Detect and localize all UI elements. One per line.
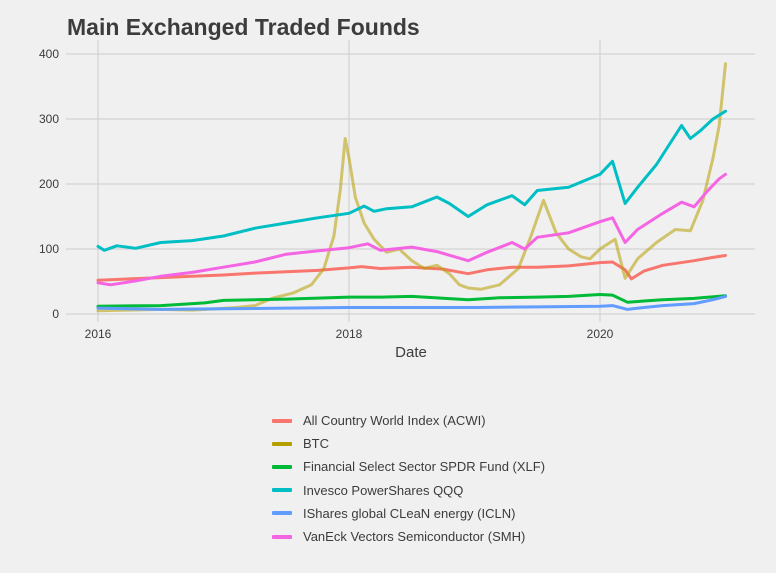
chart-title: Main Exchanged Traded Founds <box>67 14 420 40</box>
y-tick-labels: 0 100 200 300 400 <box>39 47 59 321</box>
legend-item: All Country World Index (ACWI) <box>272 409 545 432</box>
legend-item: BTC <box>272 432 545 455</box>
legend-label: IShares global CLeaN energy (ICLN) <box>303 505 516 521</box>
series-line-4 <box>96 294 727 311</box>
legend-item: Financial Select Sector SPDR Fund (XLF) <box>272 455 545 478</box>
y-tick-label: 400 <box>39 47 59 61</box>
legend: All Country World Index (ACWI) BTC Financi… <box>272 409 545 548</box>
legend-key <box>272 488 292 493</box>
legend-label: BTC <box>303 436 329 452</box>
legend-label: Invesco PowerShares QQQ <box>303 482 464 498</box>
legend-key <box>272 418 292 423</box>
series-layer <box>96 62 727 313</box>
legend-key <box>272 534 292 539</box>
x-tick-labels: 2016 2018 2020 <box>85 327 614 341</box>
series-line-3 <box>96 109 727 252</box>
y-tick-label: 100 <box>39 242 59 256</box>
y-tick-label: 0 <box>52 307 59 321</box>
legend-item: IShares global CLeaN energy (ICLN) <box>272 502 545 525</box>
series-line-5 <box>96 172 727 287</box>
x-tick-label: 2018 <box>336 327 363 341</box>
gridlines <box>66 40 755 322</box>
y-tick-label: 300 <box>39 112 59 126</box>
x-tick-label: 2020 <box>587 327 614 341</box>
legend-key <box>272 441 292 446</box>
legend-item: VanEck Vectors Semiconductor (SMH) <box>272 525 545 548</box>
legend-key <box>272 464 292 469</box>
series-line-1 <box>96 62 727 313</box>
x-tick-label: 2016 <box>85 327 112 341</box>
legend-label: VanEck Vectors Semiconductor (SMH) <box>303 529 526 545</box>
x-axis-title: Date <box>395 344 427 361</box>
legend-label: All Country World Index (ACWI) <box>303 413 486 429</box>
series-line-0 <box>96 254 727 282</box>
legend-key <box>272 511 292 516</box>
series-line-2 <box>96 293 727 308</box>
legend-label: Financial Select Sector SPDR Fund (XLF) <box>303 459 546 475</box>
legend-item: Invesco PowerShares QQQ <box>272 479 545 502</box>
y-tick-label: 200 <box>39 177 59 191</box>
